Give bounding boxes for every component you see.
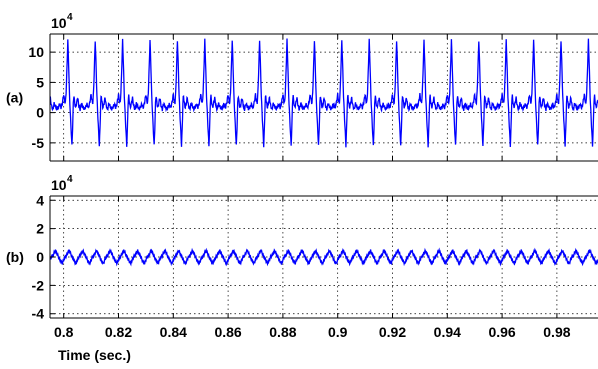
panel-b-x-tick-label-6: 0.92 xyxy=(379,324,406,340)
panel-a-y-tick-label-2: 5 xyxy=(36,74,44,90)
panel-b-x-tick-label-7: 0.94 xyxy=(434,324,461,340)
panel-b-x-tick-label-5: 0.9 xyxy=(328,324,348,340)
panel-b-x-tick-label-8: 0.96 xyxy=(488,324,515,340)
panel-b-y-tick-label-2: 0 xyxy=(36,249,44,265)
panel-b-panel-label: (b) xyxy=(6,249,24,265)
panel-a-y-tick-label-1: 0 xyxy=(36,105,44,121)
panel-b-y-tick-label-0: -4 xyxy=(32,306,45,322)
panel-a-series-line xyxy=(50,38,598,148)
panel-b-exponent-label: 10 xyxy=(51,177,67,193)
panel-b-series-line xyxy=(50,247,598,267)
panel-b-x-tick-label-1: 0.82 xyxy=(105,324,132,340)
panel-a-y-tick-label-3: 10 xyxy=(28,44,44,60)
panel-a-exponent-power: 4 xyxy=(67,12,73,23)
panel-b-x-tick-label-2: 0.84 xyxy=(160,324,187,340)
panel-b-chart: -4 -2 0 2 4 0.8 0.82 0.84 0.86 0.88 0.9 0.92 0.94 0.9… xyxy=(6,174,598,340)
panel-b-x-tick-label-3: 0.86 xyxy=(214,324,241,340)
panel-b-x-tick-label-0: 0.8 xyxy=(54,324,74,340)
x-axis-label: Time (sec.) xyxy=(58,347,131,363)
panel-a-exponent-label: 10 xyxy=(51,15,67,31)
panel-b-y-tick-label-1: -2 xyxy=(32,277,45,293)
panel-a-y-tick-label-0: -5 xyxy=(32,135,45,151)
panel-a-panel-label: (a) xyxy=(6,90,23,106)
panel-b-x-tick-label-4: 0.88 xyxy=(269,324,296,340)
panel-b-exponent-power: 4 xyxy=(67,174,73,185)
panel-b-y-tick-label-4: 4 xyxy=(36,192,44,208)
panel-b-y-tick-label-3: 2 xyxy=(36,221,44,237)
panel-b-x-tick-label-9: 0.98 xyxy=(543,324,570,340)
